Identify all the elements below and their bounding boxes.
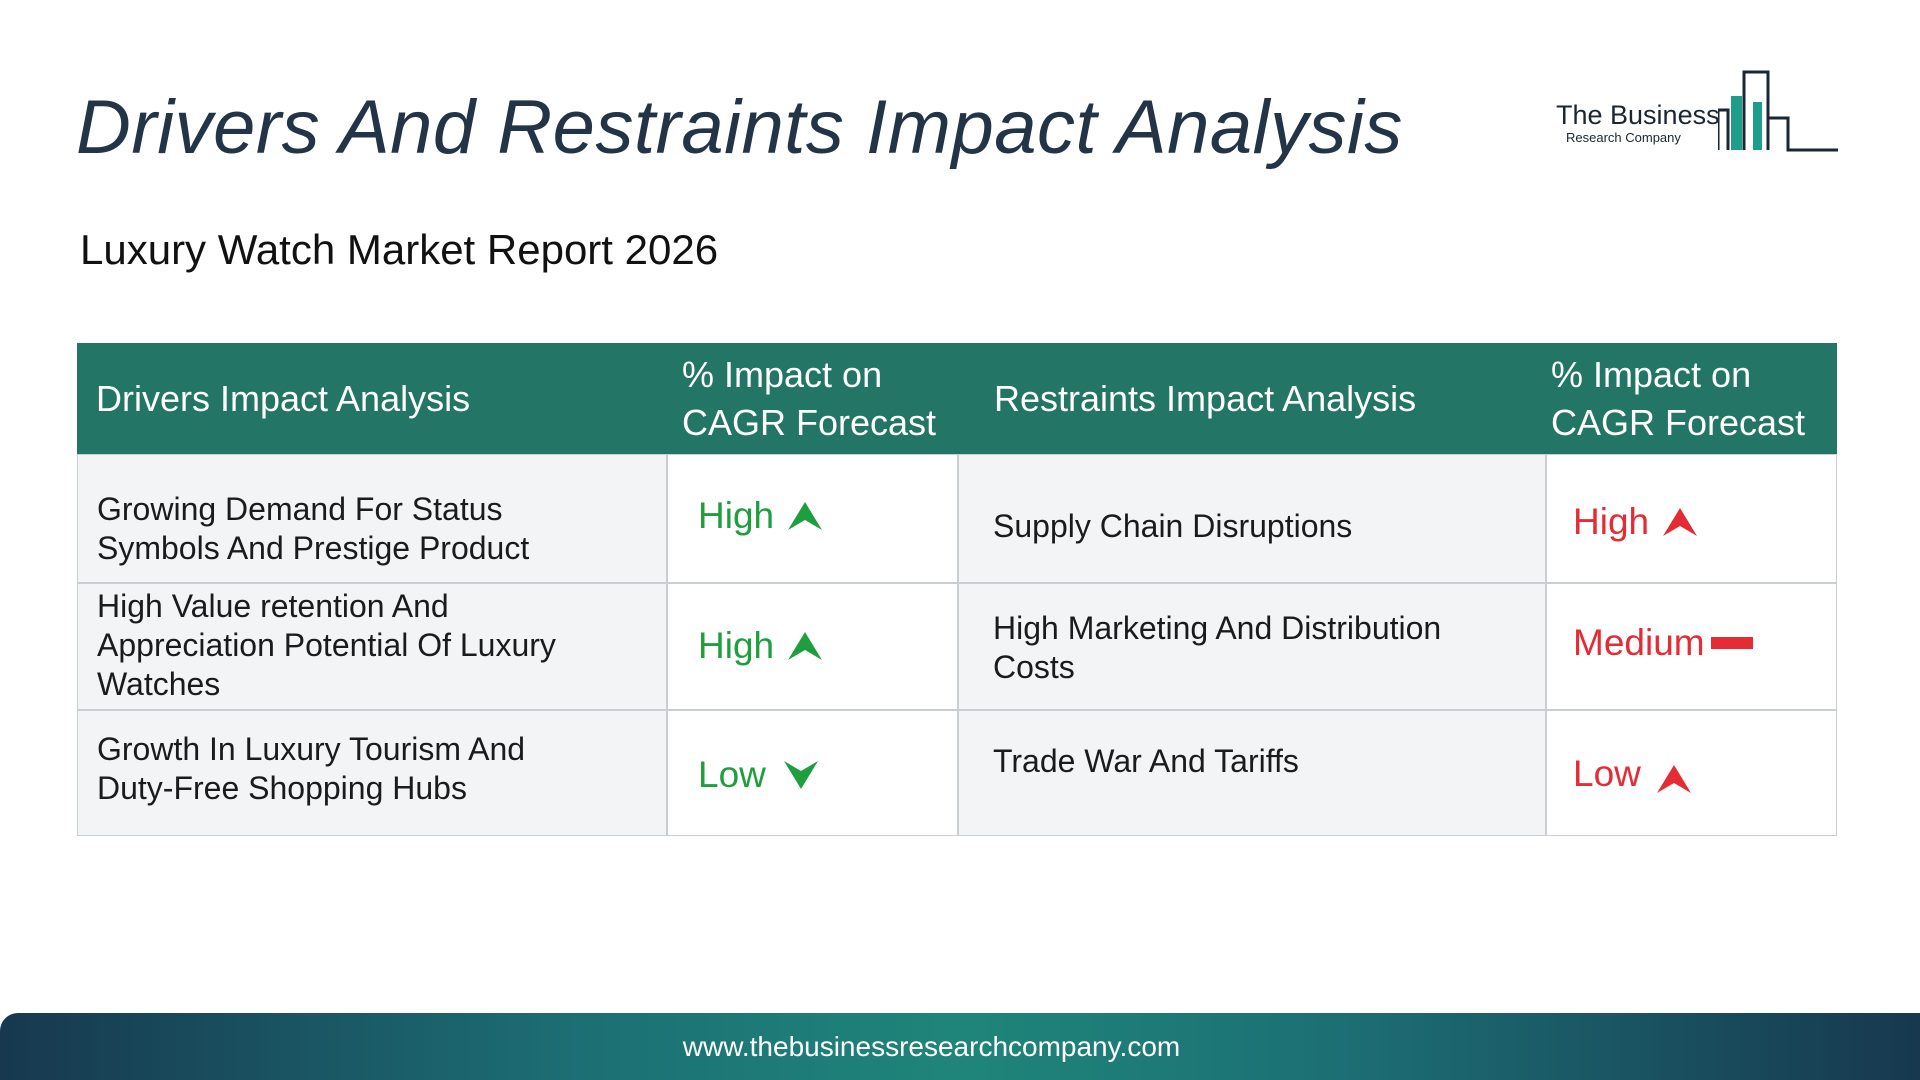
restraint-text-line2: Costs — [993, 649, 1075, 685]
report-subtitle: Luxury Watch Market Report 2026 — [80, 226, 719, 273]
restraint-impact-indicator: High — [1573, 501, 1698, 543]
impact-label: High — [698, 625, 775, 666]
arrow-up-icon — [788, 502, 823, 530]
driver-text-line1: Growing Demand For Status — [97, 491, 503, 527]
driver-impact-cell: High — [667, 454, 958, 583]
building-bars-icon — [1718, 70, 1838, 152]
driver-impact-cell: High — [667, 583, 958, 710]
header-drivers-impact-line1: % Impact on — [682, 354, 883, 395]
impact-label: Medium — [1573, 622, 1705, 663]
logo-name: The Business — [1556, 100, 1720, 130]
footer-url[interactable]: www.thebusinessresearchcompany.com — [682, 1031, 1181, 1062]
driver-impact-indicator: Low — [698, 754, 818, 796]
table-header: Drivers Impact Analysis % Impact on CAGR… — [77, 343, 1837, 454]
driver-impact-cell: Low — [667, 710, 958, 836]
restraint-text-line1: High Marketing And Distribution — [993, 610, 1442, 646]
impact-label: Low — [698, 754, 766, 795]
driver-text-line1: Growth In Luxury Tourism And — [97, 731, 526, 767]
arrow-down-icon — [783, 761, 818, 789]
impact-label: High — [698, 495, 775, 536]
table-row: Growing Demand For Status Symbols And Pr… — [77, 454, 667, 583]
restraint-impact-cell: High — [1546, 454, 1837, 583]
company-logo: The Business Research Company — [1552, 66, 1838, 156]
restraint-text-line1: Trade War And Tariffs — [993, 743, 1299, 779]
table-row: Supply Chain Disruptions — [958, 454, 1546, 583]
arrow-up-icon — [788, 632, 823, 660]
driver-text-line2: Symbols And Prestige Product — [97, 530, 530, 566]
restraint-impact-indicator: Low — [1573, 753, 1691, 795]
header-restraints-impact-line1: % Impact on — [1551, 354, 1752, 395]
driver-text-line2: Duty-Free Shopping Hubs — [97, 770, 467, 806]
impact-label: Low — [1573, 753, 1641, 794]
restraint-text-line1: Supply Chain Disruptions — [993, 508, 1353, 544]
impact-table: Drivers Impact Analysis % Impact on CAGR… — [77, 343, 1837, 847]
restraint-impact-indicator: Medium — [1573, 622, 1753, 664]
driver-text-line3: Watches — [97, 666, 221, 702]
logo-subtitle: Research Company — [1566, 130, 1681, 145]
impact-label: High — [1573, 501, 1650, 542]
table-row: High Marketing And Distribution Costs — [958, 583, 1546, 710]
restraint-impact-cell: Medium — [1546, 583, 1837, 710]
arrow-up-icon — [1656, 765, 1691, 793]
driver-text-line1: High Value retention And — [97, 588, 449, 624]
table-row: High Value retention And Appreciation Po… — [77, 583, 667, 710]
table-row: Trade War And Tariffs — [958, 710, 1546, 836]
header-drivers-impact-line2: CAGR Forecast — [682, 402, 937, 443]
table-row: Growth In Luxury Tourism And Duty-Free S… — [77, 710, 667, 836]
driver-impact-indicator: High — [698, 495, 823, 537]
restraint-impact-cell: Low — [1546, 710, 1837, 836]
page-title: Drivers And Restraints Impact Analysis — [76, 85, 1403, 170]
dash-icon — [1710, 637, 1753, 649]
driver-impact-indicator: High — [698, 625, 823, 667]
footer-bar: www.thebusinessresearchcompany.com — [0, 1013, 1920, 1080]
header-restraints-impact-line2: CAGR Forecast — [1551, 402, 1806, 443]
header-drivers: Drivers Impact Analysis — [96, 378, 471, 419]
header-restraints: Restraints Impact Analysis — [994, 378, 1417, 419]
arrow-up-icon — [1663, 508, 1698, 536]
driver-text-line2: Appreciation Potential Of Luxury — [97, 627, 556, 663]
